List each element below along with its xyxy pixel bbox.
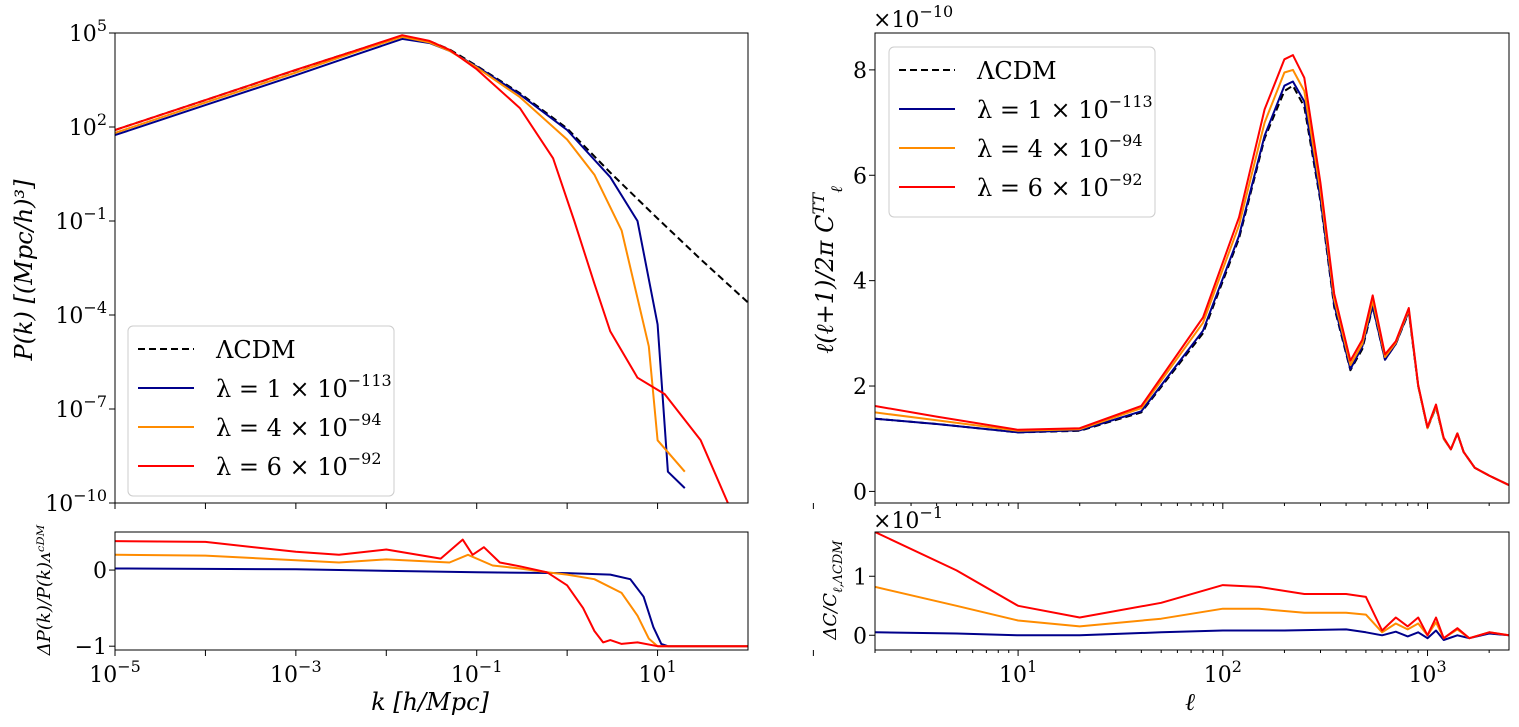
pk-main-panel: 105 102 10−1 10−4 10−7 10−10 (45, 16, 749, 517)
legend-label-lam2: λ = 4 × 10−94 (216, 410, 382, 442)
legend-label-lam2: λ = 4 × 10−94 (977, 131, 1143, 163)
pk-residual-panel: 0 −110−5 10−3 10−1 101 (75, 531, 749, 688)
y-tick-label: 0 (853, 480, 867, 505)
plot-frame (114, 531, 749, 651)
legend-label-lam1: λ = 1 × 10−113 (216, 371, 392, 403)
legend-box (127, 325, 395, 497)
y-tick-label: 6 (853, 164, 867, 189)
svg-text:ℓ(ℓ+1)/2π CTTℓ: ℓ(ℓ+1)/2π CTTℓ (809, 186, 846, 354)
x-tick-label: 101 (999, 657, 1037, 688)
series-line-lam3 (115, 34, 729, 503)
plot-frame (874, 32, 1510, 504)
legend-label-lam3: λ = 6 × 10−92 (216, 449, 382, 481)
x-tick-label: 101 (638, 657, 676, 688)
legend-label-lcdm: ΛCDM (215, 336, 296, 364)
pk-ylabel: P(k) [(Mpc/h)³] (10, 179, 38, 362)
cl-legend: ΛCDM λ = 1 × 10−113 λ = 4 × 10−94 λ = 6 × 1… (888, 46, 1156, 218)
plot-frame (114, 32, 749, 504)
x-tick-label: 10−1 (451, 657, 503, 688)
series-line-lcdm (875, 84, 1509, 487)
cl-ylabel: ℓ(ℓ+1)/2π CTTℓ (809, 186, 846, 354)
cl-res-offset-exp: −1 (919, 503, 943, 522)
cl-res-ylabel-rest: /C (820, 593, 841, 615)
x-tick-label: 10−5 (89, 657, 141, 688)
pk-residual-ylabel: ΔP(k)/P(k)ᴧᶜᴰᴹ (34, 524, 55, 656)
series-line-lam2 (115, 553, 748, 648)
series-line-lam3 (875, 54, 1509, 487)
cl-xlabel: ℓ (1185, 688, 1195, 716)
plot-frame (874, 531, 1510, 651)
cl-offset-text: ×10−10 (873, 2, 953, 33)
x-tick-label: 10−3 (270, 657, 322, 688)
cl-res-offset-base: ×10 (873, 509, 919, 534)
cl-res-ylabel-main: ΔC (820, 613, 841, 641)
svg-text:ΔC/Cℓ,ΛCDM: ΔC/Cℓ,ΛCDM (820, 540, 846, 641)
pk-xlabel: k [h/Mpc] (371, 688, 489, 716)
legend-box (888, 46, 1156, 218)
y-tick-label: 0 (93, 559, 107, 584)
cl-offset-exp: −10 (919, 2, 953, 21)
legend-label-lam1: λ = 1 × 10−113 (977, 92, 1153, 124)
legend-label-lcdm: ΛCDM (976, 57, 1057, 85)
y-tick-label: −1 (75, 635, 107, 660)
series-line-lam3 (115, 538, 748, 648)
x-tick-label: 103 (1408, 657, 1446, 688)
cl-res-offset-text: ×10−1 (873, 503, 943, 534)
y-tick-label: 4 (853, 270, 867, 295)
cl-ylabel-sup: TT (809, 192, 828, 215)
cl-ylabel-sub: ℓ (827, 186, 846, 193)
legend-label-lam3: λ = 6 × 10−92 (977, 170, 1143, 202)
y-tick-label: 105 (69, 16, 107, 47)
cl-residual-ylabel: ΔC/Cℓ,ΛCDM (820, 540, 846, 641)
cl-residual-panel: 0 1 101 102 103 (812, 531, 1510, 688)
series-line-lam3 (875, 532, 1509, 640)
y-tick-label: 0 (853, 624, 867, 649)
cl-main-panel: 0 2 4 6 8 (812, 32, 1510, 509)
y-tick-label: 8 (853, 59, 867, 84)
x-tick-label: 102 (1204, 657, 1242, 688)
y-tick-label: 2 (853, 375, 867, 400)
y-tick-label: 10−4 (55, 298, 107, 329)
pk-legend: ΛCDM λ = 1 × 10−113 λ = 4 × 10−94 λ = 6 × 1… (127, 325, 395, 497)
y-tick-label: 102 (69, 110, 107, 141)
series-line-lam2 (115, 35, 686, 473)
cl-offset-base: ×10 (873, 8, 919, 33)
cl-res-ylabel-sub: ℓ,ΛCDM (831, 540, 846, 593)
series-line-lcdm (115, 35, 748, 304)
y-tick-label: 10−7 (55, 392, 107, 423)
series-line-lam1 (115, 567, 748, 648)
y-tick-label: 10−10 (45, 486, 107, 517)
series-line-lam1 (875, 628, 1509, 641)
cl-ylabel-main: ℓ(ℓ+1)/2π C (811, 215, 839, 354)
y-tick-label: 1 (853, 565, 867, 590)
y-tick-label: 10−1 (55, 204, 107, 235)
